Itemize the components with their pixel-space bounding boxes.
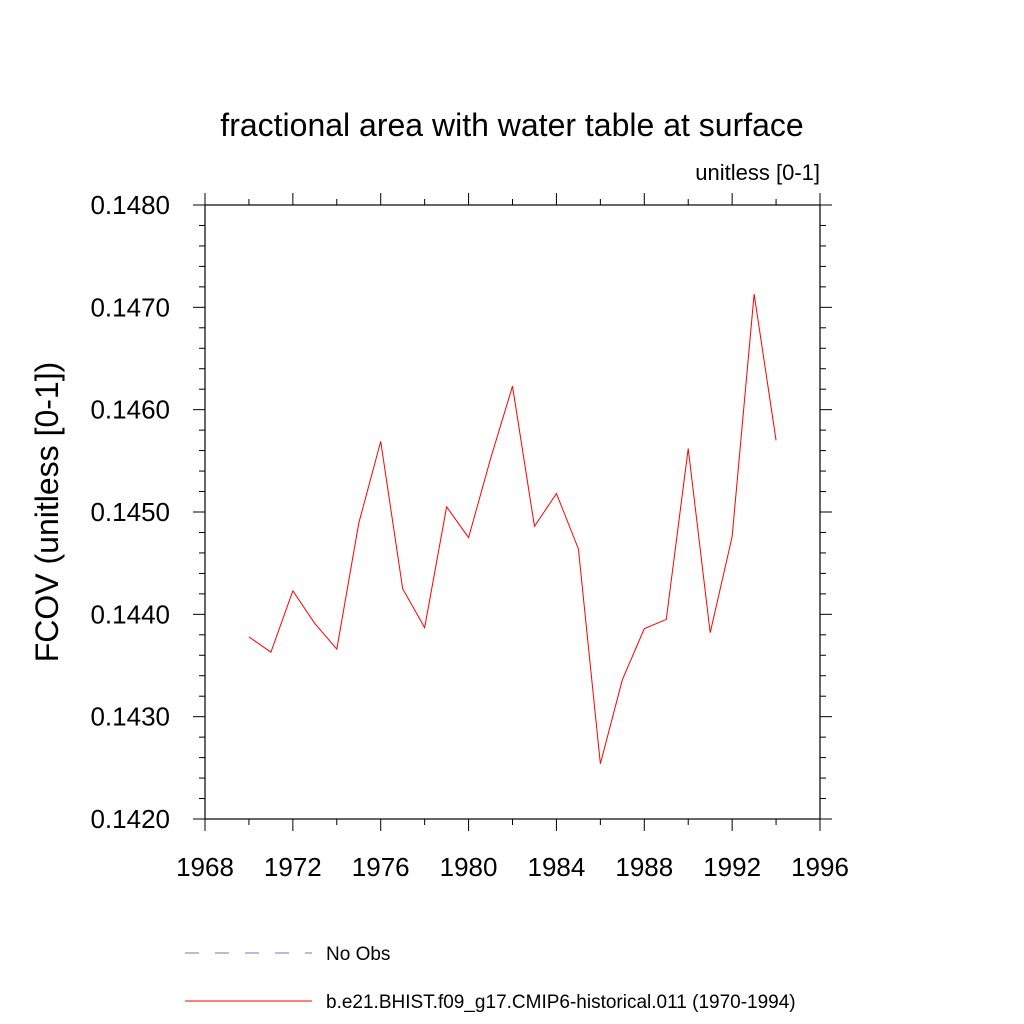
legend-label-no-obs: No Obs: [326, 944, 390, 965]
chart-subtitle: unitless [0-1]: [695, 160, 820, 185]
y-tick-label: 0.1440: [90, 599, 170, 629]
x-tick-label: 1992: [703, 852, 761, 882]
x-tick-labels: 1968 1972 1976 1980 1984 1988 1992 1996: [176, 852, 849, 882]
plot-frame: [204, 204, 821, 820]
y-tick-label: 0.1450: [90, 497, 170, 527]
y-tick-label: 0.1430: [90, 702, 170, 732]
x-tick-label: 1996: [791, 852, 849, 882]
legend-label-model: b.e21.BHIST.f09_g17.CMIP6-historical.011…: [326, 992, 796, 1013]
x-tick-label: 1972: [264, 852, 322, 882]
x-tick-label: 1984: [528, 852, 586, 882]
x-tick-label: 1968: [176, 852, 234, 882]
x-tick-label: 1980: [440, 852, 498, 882]
series-line: [248, 293, 777, 764]
y-tick-label: 0.1420: [90, 804, 170, 834]
plot-area: 1968 1972 1976 1980 1984 1988 1992 1996 0.14200…: [90, 190, 848, 882]
y-tick-labels: 0.1420 0.1430 0.1440 0.1450 0.1460 0.1470 0.14…: [90, 190, 170, 834]
y-tick-label: 0.1480: [90, 190, 170, 220]
x-tick-label: 1988: [615, 852, 673, 882]
y-tick-label: 0.1470: [90, 292, 170, 322]
y-tick-label: 0.1460: [90, 395, 170, 425]
series-layer: [248, 293, 777, 764]
legend: No Obs b.e21.BHIST.f09_g17.CMIP6-histori…: [185, 944, 796, 1013]
chart-title: fractional area with water table at surf…: [220, 107, 803, 143]
x-tick-label: 1976: [352, 852, 410, 882]
axis-ticks: [193, 193, 832, 831]
y-axis-label: FCOV (unitless [0-1]): [29, 362, 65, 663]
